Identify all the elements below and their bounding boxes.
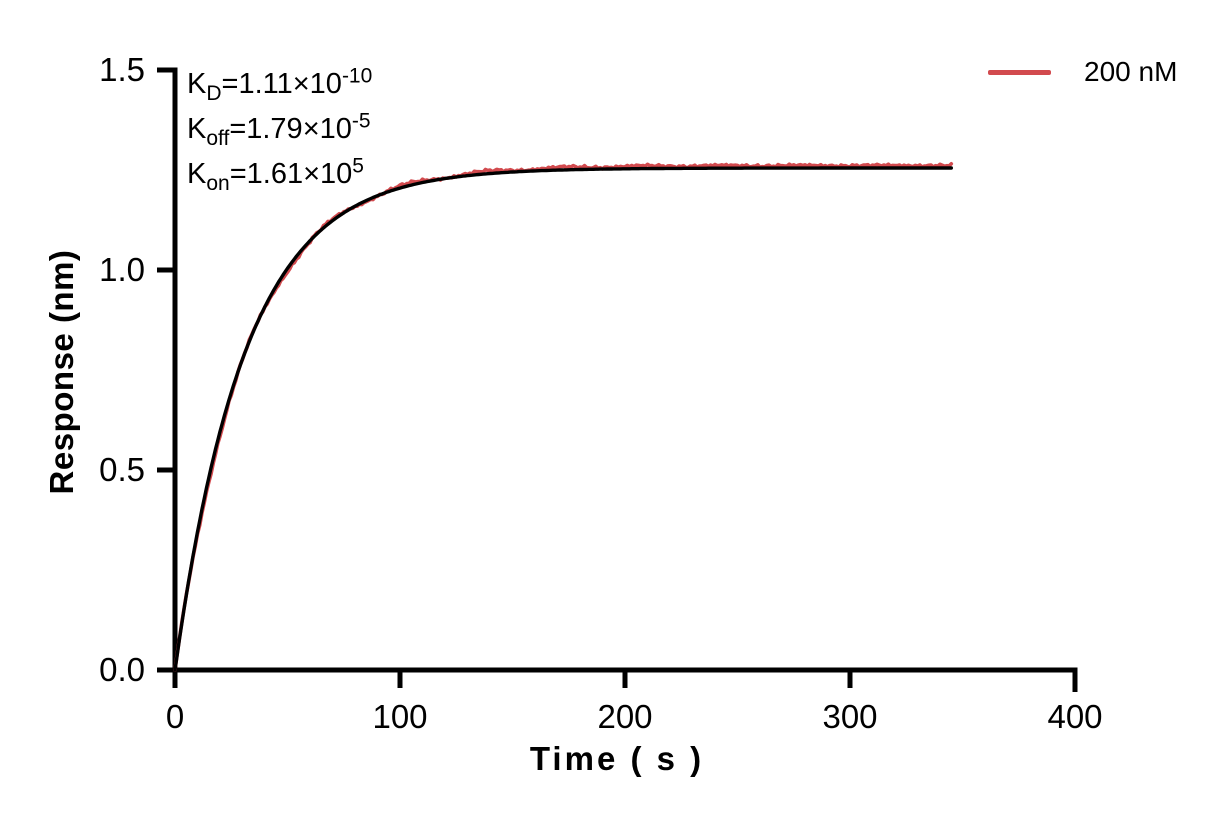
kon-annotation: Kon=1.61×105 (187, 154, 364, 195)
y-axis-title: Response (nm) (43, 249, 80, 495)
x-tick-label: 200 (597, 698, 652, 735)
y-tick-label: 1.0 (99, 251, 145, 288)
fit-curve (173, 166, 953, 672)
x-tick-label: 100 (372, 698, 427, 735)
kinetics-annotations: KD=1.11×10-10 Koff=1.79×10-5 Kon=1.61×10… (187, 62, 372, 197)
kd-annotation: KD=1.11×10-10 (187, 64, 373, 105)
y-tick-label: 0.0 (99, 651, 145, 688)
y-tick-label: 1.5 (99, 51, 145, 88)
y-axis-line (157, 67, 178, 670)
y-tick-label: 0.5 (99, 451, 145, 488)
koff-annotation: Koff=1.79×10-5 (187, 109, 371, 150)
x-tick-label: 300 (822, 698, 877, 735)
x-axis-title: Time ( s ) (529, 740, 705, 777)
measured-curve (173, 162, 954, 672)
x-axis-line (175, 667, 1078, 692)
legend: 200 nM (988, 56, 1177, 88)
x-tick-label: 0 (166, 698, 184, 735)
x-tick-label: 400 (1047, 698, 1102, 735)
legend-label: 200 nM (1084, 56, 1178, 87)
legend-line-swatch (988, 69, 1051, 75)
